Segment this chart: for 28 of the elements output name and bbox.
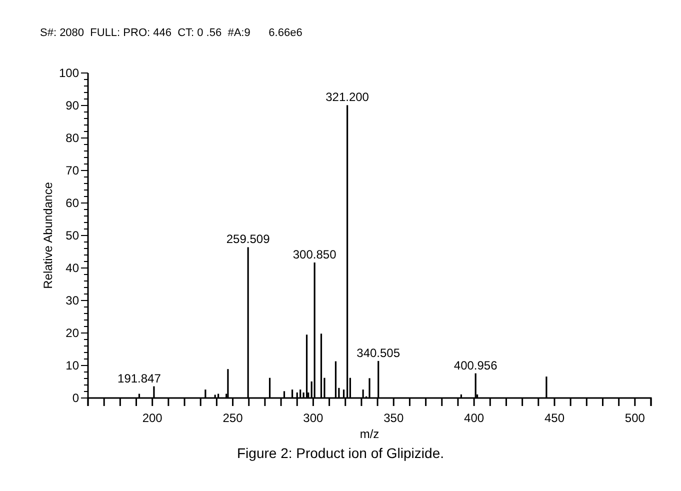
y-tick-label: 70 xyxy=(66,163,80,178)
x-tick-label: 450 xyxy=(544,411,565,426)
y-tick-label: 10 xyxy=(66,358,80,372)
y-tick-label: 100 xyxy=(58,66,80,80)
caption: Figure 2: Product ion of Glipizide. xyxy=(237,445,444,461)
annotation: 340.505 xyxy=(356,346,400,360)
x-tick-label: 400 xyxy=(464,411,484,426)
x-tick-label: 500 xyxy=(624,411,646,426)
x-tick-label: 250 xyxy=(222,411,244,426)
annotation: 400.956 xyxy=(454,358,498,372)
y-tick-label: 30 xyxy=(66,293,80,308)
annotation: 300.850 xyxy=(292,247,337,262)
chart-title: S#: 2080 FULL: PRO: 446 CT: 0 .56 #A:9 6.66e6 xyxy=(40,27,302,39)
y-tick-label: 50 xyxy=(66,228,80,242)
y-tick-label: 80 xyxy=(66,130,80,145)
y-tick-label: 40 xyxy=(66,260,80,275)
x-tick-label: 350 xyxy=(384,411,404,426)
y-tick-label: 60 xyxy=(66,196,80,210)
y-axis-title: Relative Abundance xyxy=(41,182,55,289)
annotation: 259.509 xyxy=(226,232,270,246)
x-tick-label: 300 xyxy=(303,411,324,426)
x-tick-label: 200 xyxy=(142,411,163,426)
y-tick-label: 90 xyxy=(66,98,80,112)
annotation: 321.200 xyxy=(326,90,370,104)
y-tick-label: 20 xyxy=(66,326,80,340)
x-axis-title: m/z xyxy=(360,427,380,441)
y-tick-label: 0 xyxy=(72,390,80,405)
annotation: 191.847 xyxy=(118,371,162,386)
